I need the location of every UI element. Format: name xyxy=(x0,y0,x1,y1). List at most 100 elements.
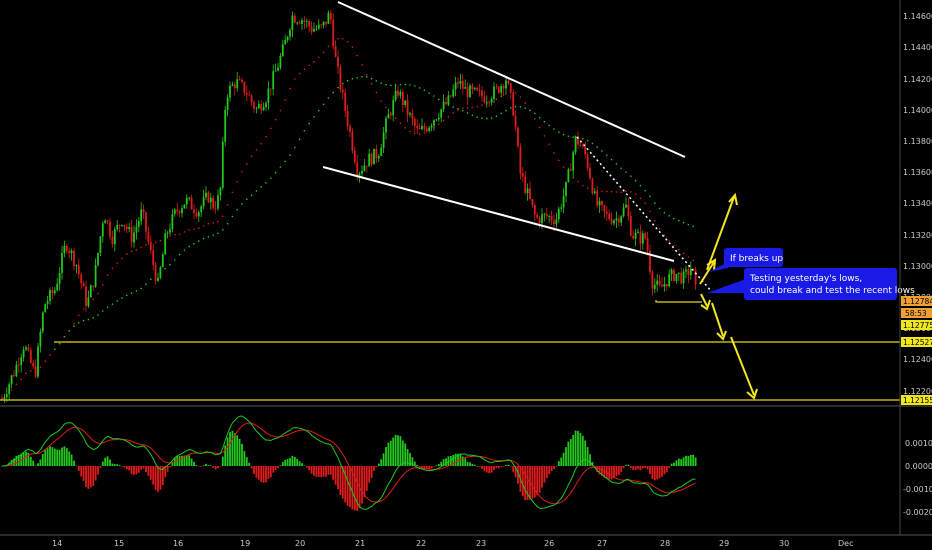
lower-channel-trendline[interactable] xyxy=(322,166,675,262)
candle-body xyxy=(157,277,159,281)
candle-body xyxy=(260,103,263,111)
candle-body xyxy=(289,30,291,37)
macd-bar xyxy=(639,466,642,471)
macd-bar xyxy=(224,445,227,466)
ma-red-dot xyxy=(202,225,205,227)
price-tick: 1.13200 xyxy=(903,231,932,240)
macd-bar xyxy=(557,461,560,466)
candle-body xyxy=(296,22,299,24)
ma-green-dot xyxy=(462,109,464,112)
macd-bar xyxy=(687,455,690,466)
date-tick: 29 xyxy=(719,539,729,548)
candle-body xyxy=(502,85,505,89)
candle-body xyxy=(565,181,567,196)
ma-green-dot xyxy=(260,186,263,188)
candle-body xyxy=(644,233,647,239)
candle xyxy=(29,347,32,364)
macd-bar xyxy=(421,466,423,468)
last-price-tag[interactable]: 1.12784 xyxy=(901,296,932,306)
candle xyxy=(461,74,464,95)
ma-red-dot xyxy=(346,41,349,43)
level-tag-text: 1.12527 xyxy=(903,338,932,347)
candle xyxy=(409,111,411,118)
macd-tick: 0.0000 xyxy=(905,462,932,471)
macd-bar xyxy=(29,456,32,466)
candle xyxy=(605,205,608,221)
level-tag-1.12527[interactable]: 1.12527 xyxy=(901,337,932,347)
ma-red-dot xyxy=(188,229,190,231)
macd-bar xyxy=(661,466,663,477)
macd-bar xyxy=(13,458,15,466)
macd-bar xyxy=(584,440,587,466)
ma-red-dot xyxy=(658,228,661,230)
macd-bar xyxy=(341,466,344,499)
candle xyxy=(440,108,443,123)
macd-bar xyxy=(116,464,119,466)
callout-testing-lows[interactable]: Testing yesterday's lows, could break an… xyxy=(707,268,915,300)
macd-bar xyxy=(308,466,311,471)
level-tag-1.12155[interactable]: 1.12155 xyxy=(901,395,932,405)
ma-red-dot xyxy=(322,51,325,54)
ma-green-dot xyxy=(92,317,94,319)
candle-body xyxy=(34,366,37,377)
ma-green-dot xyxy=(97,314,99,316)
candle xyxy=(656,273,659,292)
ma-red-dot xyxy=(44,360,46,362)
candle xyxy=(519,143,522,180)
candle xyxy=(8,381,11,401)
macd-bar xyxy=(255,466,258,478)
macd-axis: 0.0010 0.0000 -0.0010 -0.0020 xyxy=(903,439,932,517)
candle-body xyxy=(694,269,697,285)
ma-green-dot xyxy=(658,207,661,210)
candle xyxy=(334,40,337,58)
candle xyxy=(389,111,392,120)
candle-body xyxy=(485,101,488,103)
ma-red-dot xyxy=(140,246,142,249)
ma-green-dot xyxy=(346,79,349,82)
ma-red-dot xyxy=(553,152,555,154)
ma-green-dot xyxy=(294,146,296,149)
macd-bar xyxy=(437,464,440,466)
candle xyxy=(615,211,618,229)
candle xyxy=(164,229,167,255)
macd-bar xyxy=(284,459,287,466)
candle-body xyxy=(231,84,234,86)
recent-low-box[interactable] xyxy=(655,300,702,303)
candle xyxy=(581,142,584,149)
candle xyxy=(673,268,675,283)
candle-body xyxy=(620,216,623,223)
candle xyxy=(404,100,407,108)
macd-bar xyxy=(469,462,471,466)
ma-green-dot xyxy=(308,122,311,125)
ma-red-dot xyxy=(356,54,359,57)
candle-body xyxy=(269,88,272,90)
ma-green-dot xyxy=(663,211,666,214)
macd-bar xyxy=(317,466,320,477)
candle-body xyxy=(531,199,534,205)
candle-body xyxy=(73,250,75,266)
candle xyxy=(58,267,61,291)
macd-bar xyxy=(555,465,558,467)
candle-body xyxy=(39,331,42,347)
macd-bar xyxy=(325,466,327,477)
ma-green-dot xyxy=(106,306,109,308)
ma-red-dot xyxy=(514,92,517,94)
macd-bar xyxy=(409,453,411,466)
candle xyxy=(392,95,395,122)
candle-body xyxy=(317,24,320,29)
candle-body xyxy=(435,119,438,121)
level-tag-1.12775[interactable]: 1.12775 xyxy=(901,320,932,330)
ma-green-dot xyxy=(255,190,258,192)
upper-channel-trendline[interactable] xyxy=(337,1,686,158)
candle xyxy=(641,230,644,250)
candle-body xyxy=(332,19,335,47)
dotted-downtrend-line[interactable] xyxy=(576,136,713,293)
candle-body xyxy=(178,211,181,214)
candle xyxy=(142,204,145,219)
ma-red-dot xyxy=(265,135,267,138)
macd-bar xyxy=(581,435,584,466)
macd-bar xyxy=(442,459,445,466)
callout-if-breaks-up[interactable]: If breaks up xyxy=(709,248,783,272)
ma-green-dot xyxy=(615,163,618,165)
